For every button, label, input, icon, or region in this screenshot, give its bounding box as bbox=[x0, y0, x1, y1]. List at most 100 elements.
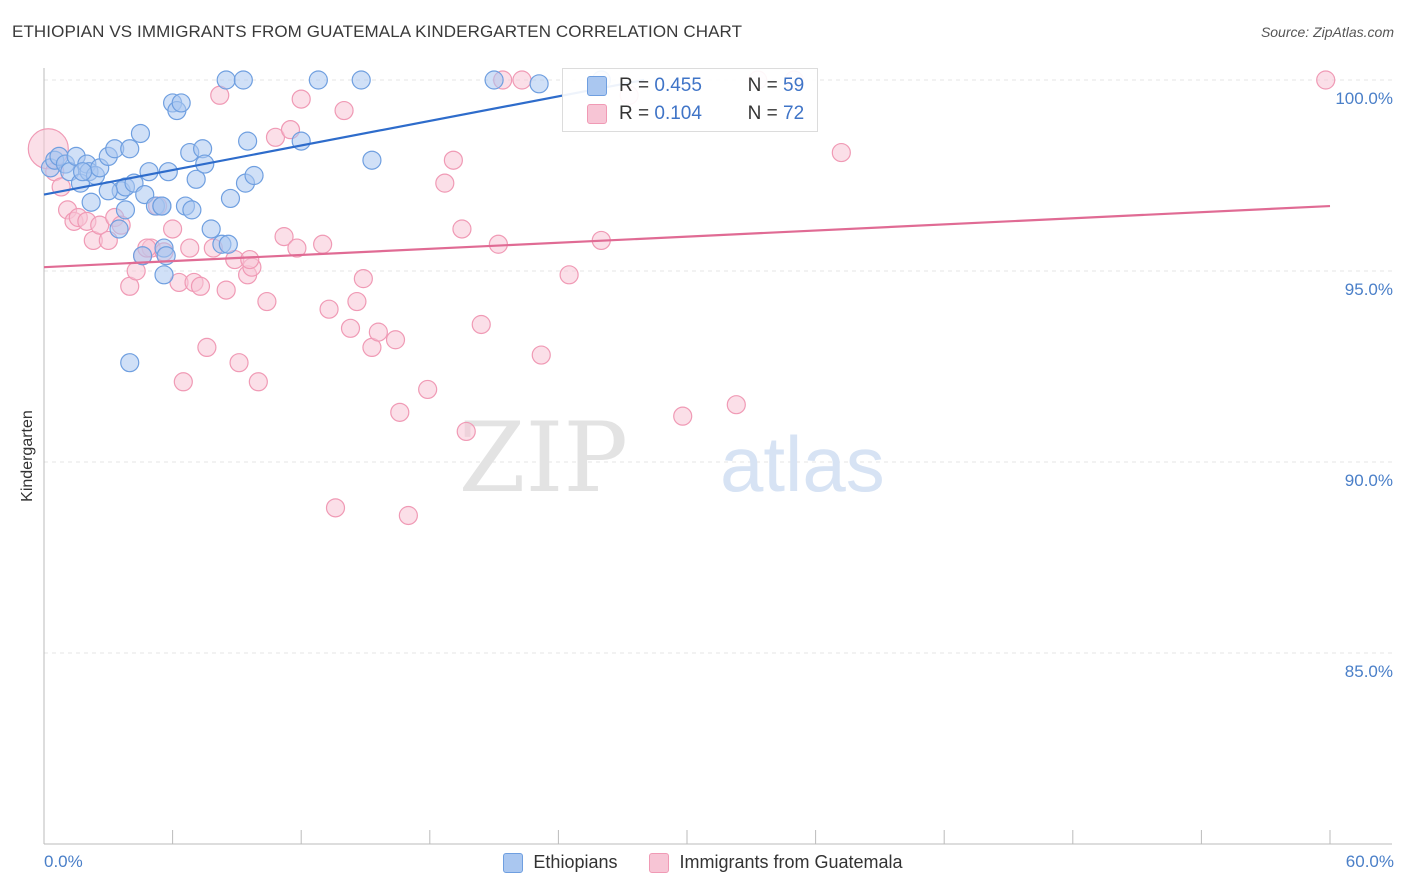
axes bbox=[43, 68, 1392, 845]
point-guatemala bbox=[368, 322, 388, 342]
point-guatemala bbox=[163, 219, 183, 239]
legend-n-value-guatemala: 72 bbox=[783, 103, 805, 124]
point-guatemala bbox=[390, 402, 410, 422]
point-ethiopians bbox=[233, 70, 253, 90]
point-guatemala bbox=[240, 249, 260, 270]
stats-legend: R = 0.455 N = 59 R = 0.104 N = 72 bbox=[562, 68, 818, 132]
x-tick-min: 0.0% bbox=[44, 852, 83, 871]
point-guatemala bbox=[1316, 70, 1336, 90]
point-guatemala bbox=[347, 291, 367, 312]
point-ethiopians bbox=[120, 353, 140, 373]
legend-item-guatemala[interactable]: Immigrants from Guatemala bbox=[649, 852, 903, 873]
x-tick-max: 60.0% bbox=[1345, 852, 1394, 871]
point-guatemala bbox=[418, 379, 438, 400]
point-ethiopians bbox=[218, 234, 238, 254]
point-ethiopians bbox=[81, 192, 101, 212]
point-guatemala bbox=[216, 280, 236, 300]
point-guatemala bbox=[313, 234, 333, 254]
point-guatemala bbox=[325, 498, 346, 518]
point-ethiopians bbox=[186, 169, 206, 189]
point-ethiopians bbox=[132, 246, 153, 266]
legend-swatch-ethiopians bbox=[503, 852, 524, 873]
point-ethiopians bbox=[120, 139, 140, 159]
point-guatemala bbox=[471, 314, 491, 335]
point-guatemala bbox=[229, 353, 249, 373]
point-guatemala bbox=[180, 238, 200, 258]
legend-n-label: N = bbox=[742, 75, 784, 96]
legend-item-ethiopians[interactable]: Ethiopians bbox=[503, 852, 617, 873]
point-ethiopians bbox=[72, 162, 93, 182]
y-tick-label: 90.0% bbox=[1345, 471, 1393, 490]
point-guatemala bbox=[291, 89, 311, 109]
point-guatemala bbox=[287, 238, 307, 258]
y-tick-label: 95.0% bbox=[1345, 280, 1393, 299]
point-guatemala bbox=[274, 227, 294, 247]
series-guatemala-points bbox=[27, 70, 1336, 526]
point-guatemala bbox=[197, 337, 217, 357]
point-guatemala bbox=[531, 345, 551, 365]
point-ethiopians bbox=[244, 165, 264, 186]
source-credit: Source: ZipAtlas.com bbox=[1260, 24, 1394, 40]
legend-row-ethiopians: R = 0.455 N = 59 bbox=[563, 73, 804, 99]
point-ethiopians bbox=[308, 70, 328, 90]
point-guatemala bbox=[190, 276, 211, 296]
point-ethiopians bbox=[115, 200, 136, 220]
point-guatemala bbox=[673, 406, 693, 426]
point-guatemala bbox=[334, 100, 354, 121]
chart-title: ETHIOPIAN VS IMMIGRANTS FROM GUATEMALA K… bbox=[12, 22, 743, 41]
point-ethiopians bbox=[351, 70, 371, 90]
legend-label-guatemala: Immigrants from Guatemala bbox=[679, 852, 903, 872]
point-ethiopians bbox=[216, 70, 236, 90]
watermark-atlas: atlas bbox=[720, 420, 885, 508]
legend-r-value-ethiopians: 0.455 bbox=[654, 75, 702, 96]
series-legend: Ethiopians Immigrants from Guatemala bbox=[0, 852, 1406, 873]
point-guatemala bbox=[512, 70, 532, 90]
legend-r-label: R = bbox=[619, 103, 655, 124]
y-axis-label: Kindergarten bbox=[19, 410, 36, 502]
point-ethiopians bbox=[152, 196, 172, 216]
point-guatemala bbox=[353, 269, 373, 289]
legend-swatch-guatemala bbox=[587, 104, 607, 124]
y-tick-label: 100.0% bbox=[1335, 89, 1393, 108]
legend-r-label: R = bbox=[619, 75, 655, 96]
point-ethiopians bbox=[130, 123, 151, 144]
watermark-zip: ZIP bbox=[459, 402, 628, 514]
y-tick-labels: 100.0% 95.0% 90.0% 85.0% bbox=[1335, 89, 1393, 681]
legend-label-ethiopians: Ethiopians bbox=[533, 852, 618, 872]
point-guatemala bbox=[319, 299, 339, 319]
point-guatemala bbox=[398, 505, 418, 526]
legend-swatch-ethiopians bbox=[587, 76, 607, 96]
point-ethiopians bbox=[238, 131, 258, 151]
point-guatemala bbox=[452, 219, 472, 239]
point-guatemala bbox=[831, 142, 851, 163]
legend-row-guatemala: R = 0.104 N = 72 bbox=[563, 101, 804, 127]
legend-swatch-guatemala bbox=[649, 852, 670, 873]
trend-line-guatemala bbox=[43, 204, 1331, 269]
point-ethiopians bbox=[529, 74, 549, 94]
legend-r-value-guatemala: 0.104 bbox=[654, 103, 702, 124]
point-ethiopians bbox=[171, 93, 191, 113]
point-guatemala bbox=[248, 372, 268, 392]
point-ethiopians bbox=[201, 219, 221, 239]
point-guatemala bbox=[435, 173, 455, 193]
watermark: ZIP atlas bbox=[459, 402, 885, 514]
trend-lines bbox=[43, 78, 1331, 269]
point-guatemala bbox=[265, 127, 286, 147]
point-ethiopians bbox=[220, 188, 241, 209]
point-ethiopians bbox=[139, 162, 159, 182]
point-guatemala bbox=[726, 395, 746, 415]
point-guatemala bbox=[443, 150, 463, 170]
trend-line-ethiopians bbox=[43, 78, 645, 196]
legend-n-value-ethiopians: 59 bbox=[783, 75, 805, 96]
point-guatemala bbox=[340, 318, 361, 338]
point-guatemala bbox=[559, 265, 579, 285]
point-ethiopians bbox=[154, 265, 174, 285]
point-guatemala bbox=[456, 421, 476, 442]
point-guatemala bbox=[257, 291, 277, 312]
point-guatemala bbox=[385, 330, 406, 350]
legend-n-label: N = bbox=[742, 103, 784, 124]
point-ethiopians bbox=[182, 200, 202, 220]
y-tick-label: 85.0% bbox=[1345, 662, 1393, 681]
point-ethiopians bbox=[362, 150, 382, 170]
